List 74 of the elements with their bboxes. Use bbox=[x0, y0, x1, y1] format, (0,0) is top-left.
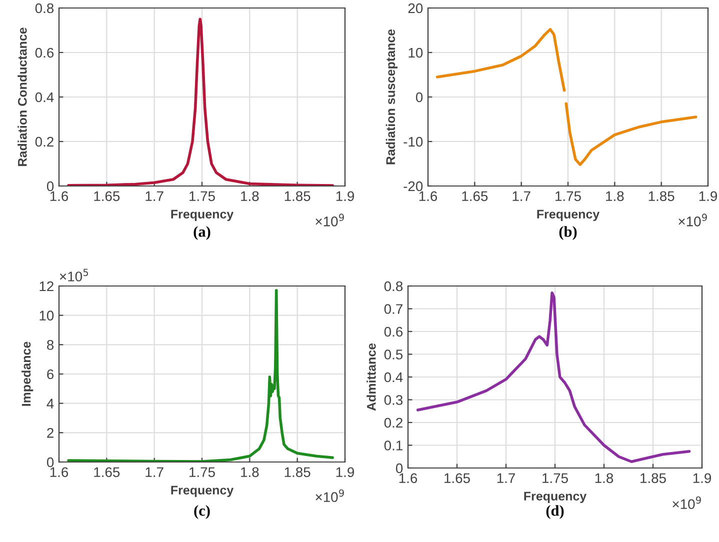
x-tick-label: 1.9 bbox=[699, 191, 717, 202]
y-tick-label: 6 bbox=[47, 369, 54, 380]
line-series bbox=[67, 289, 334, 462]
y-tick-label: 0.4 bbox=[35, 92, 54, 102]
y-tick-label: 0.8 bbox=[384, 281, 403, 292]
x-tick-label: 1.9 bbox=[336, 191, 354, 202]
y-tick-label: 4 bbox=[46, 398, 54, 408]
x-tick-label: 1.75 bbox=[190, 467, 215, 478]
x-tick-label: 1.8 bbox=[241, 467, 259, 478]
y-tick-label: -10 bbox=[404, 136, 423, 147]
x-tick-label: 1.9 bbox=[336, 467, 354, 478]
y-tick-label: 0.2 bbox=[35, 136, 54, 147]
y-tick-label: 10 bbox=[40, 310, 54, 321]
y-tick-label: 10 bbox=[408, 48, 423, 58]
y-tick-label: 0.6 bbox=[384, 326, 403, 337]
y-axis-title: Admittance bbox=[366, 343, 376, 411]
x-tick-label: 1.8 bbox=[241, 191, 259, 202]
x-tick-label: 1.6 bbox=[50, 191, 68, 202]
x-tick-label: 1.75 bbox=[542, 473, 568, 484]
y-tick-label: 0.1 bbox=[384, 440, 402, 450]
text: (b) bbox=[559, 226, 577, 240]
y-tick-label: 8 bbox=[47, 340, 54, 350]
y-tick-label: 0 bbox=[416, 92, 423, 102]
x-tick-label: 1.7 bbox=[497, 473, 515, 483]
x-tick-label: 1.65 bbox=[94, 467, 120, 478]
text: ×10$^{9}$ bbox=[672, 496, 701, 510]
line-series bbox=[416, 291, 691, 464]
x-tick-label: 1.9 bbox=[693, 473, 711, 484]
x-tick-label: 1.6 bbox=[50, 467, 68, 478]
x-axis-title: Frequency bbox=[171, 486, 234, 498]
x-axis-title: Frequency bbox=[524, 492, 587, 504]
x-tick-label: 1.8 bbox=[595, 473, 614, 484]
y-tick-label: 0.7 bbox=[384, 304, 402, 314]
x-tick-label: 1.75 bbox=[556, 191, 581, 202]
y-tick-label: 0.6 bbox=[35, 48, 54, 58]
text: ×10$^{5}$ bbox=[60, 268, 88, 282]
x-tick-label: 1.85 bbox=[648, 191, 674, 202]
y-axis-title: Radiation susceptance bbox=[386, 29, 398, 164]
x-tick-label: 1.85 bbox=[640, 473, 666, 484]
x-tick-label: 1.7 bbox=[512, 191, 530, 201]
y-axis-title: Radiation Conductance bbox=[18, 28, 27, 166]
x-tick-label: 1.65 bbox=[94, 191, 120, 202]
x-tick-label: 1.85 bbox=[284, 467, 310, 478]
text: (d) bbox=[546, 505, 564, 519]
y-tick-label: 0 bbox=[46, 457, 54, 468]
x-tick-label: 1.6 bbox=[399, 473, 418, 484]
y-tick-label: -20 bbox=[404, 181, 423, 192]
y-tick-label: 0 bbox=[46, 181, 54, 192]
x-tick-label: 1.8 bbox=[606, 191, 624, 202]
x-axis-title: Frequency bbox=[537, 210, 600, 222]
x-tick-label: 1.6 bbox=[419, 191, 438, 202]
x-tick-label: 1.65 bbox=[444, 473, 470, 484]
y-tick-label: 0.2 bbox=[384, 418, 402, 428]
y-tick-label: 12 bbox=[40, 281, 54, 292]
y-tick-label: 2 bbox=[47, 428, 54, 438]
text: ×10$^{9}$ bbox=[678, 214, 707, 226]
y-axis-title: Impedance bbox=[21, 342, 34, 406]
text: ×10$^{9}$ bbox=[316, 489, 344, 502]
line-series bbox=[67, 18, 334, 186]
y-tick-label: 0.5 bbox=[384, 350, 403, 360]
y-tick-label: 0.3 bbox=[384, 395, 403, 405]
text: (c) bbox=[194, 505, 210, 519]
x-tick-label: 1.75 bbox=[190, 191, 215, 202]
text: ×10$^{9}$ bbox=[316, 214, 344, 226]
x-axis-title: Frequency bbox=[171, 210, 234, 222]
x-tick-label: 1.65 bbox=[462, 191, 488, 202]
y-tick-label: 0.8 bbox=[35, 3, 54, 14]
x-tick-label: 1.7 bbox=[146, 191, 164, 201]
y-tick-label: 0.4 bbox=[384, 372, 403, 382]
y-tick-label: 20 bbox=[408, 3, 423, 14]
x-tick-label: 1.85 bbox=[284, 191, 310, 202]
y-tick-label: 0 bbox=[396, 463, 403, 474]
text: (a) bbox=[194, 226, 210, 240]
x-tick-label: 1.7 bbox=[146, 467, 164, 477]
